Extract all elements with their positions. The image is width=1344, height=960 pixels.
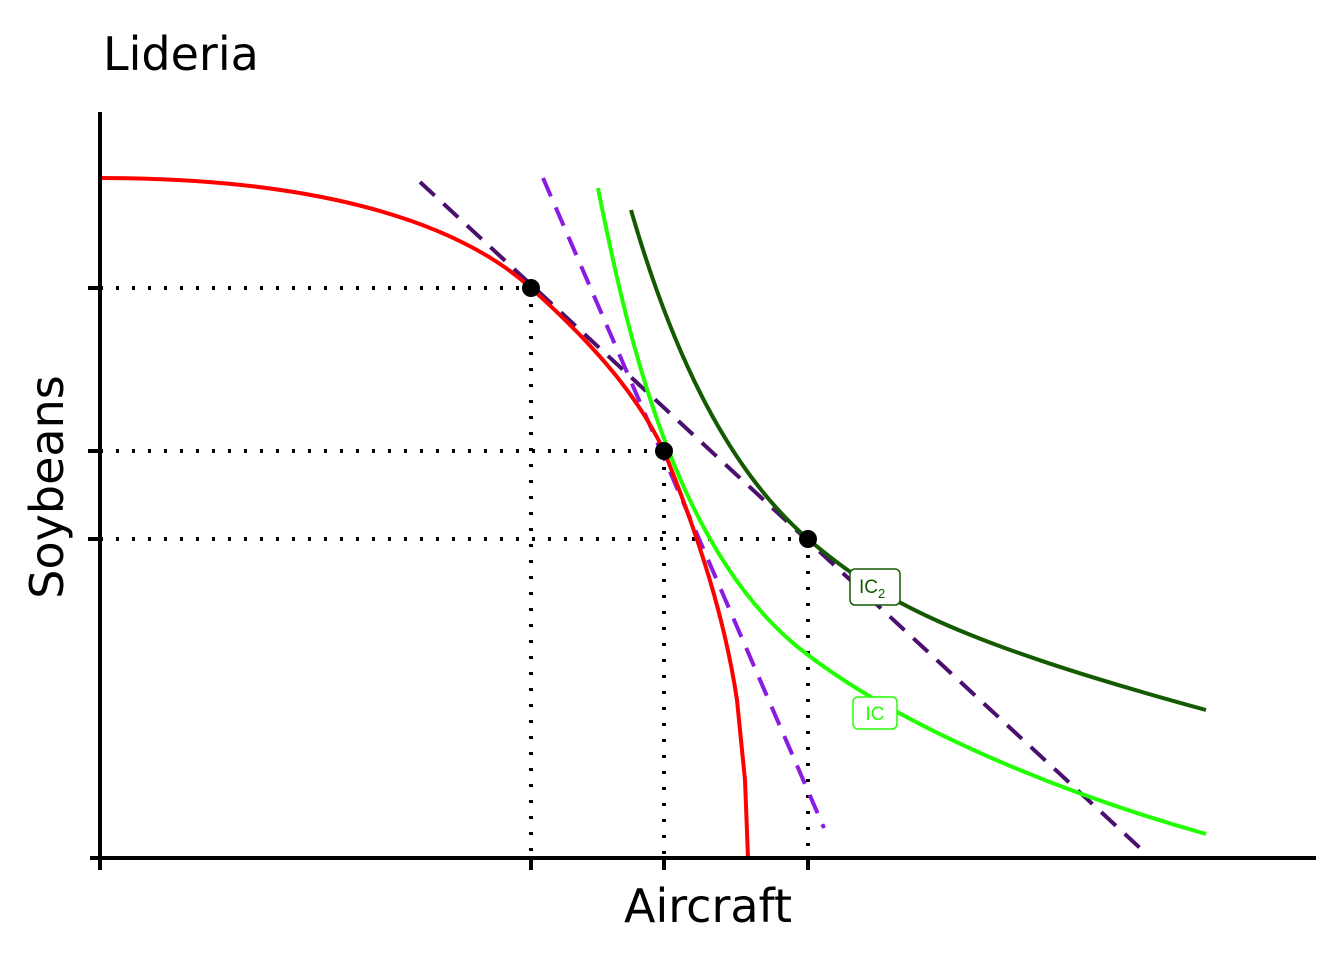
indifference-curve	[596, 187, 1207, 836]
title: Lideria	[103, 27, 259, 81]
axes	[88, 112, 1316, 870]
guides	[100, 286, 810, 858]
curve-label: IC2	[859, 577, 885, 601]
label-box	[852, 696, 898, 730]
curve-label-subscript: 2	[878, 586, 885, 601]
ppf	[99, 176, 750, 859]
price-line	[418, 180, 1142, 850]
curve-label-text: IC	[859, 577, 878, 598]
x-axis-label: Aircraft	[624, 879, 792, 933]
curve-label: IC	[866, 704, 885, 725]
points	[522, 279, 817, 548]
label-box	[849, 568, 901, 606]
y-axis-label: Soybeans	[20, 375, 74, 598]
indifference-curve	[629, 209, 1207, 712]
